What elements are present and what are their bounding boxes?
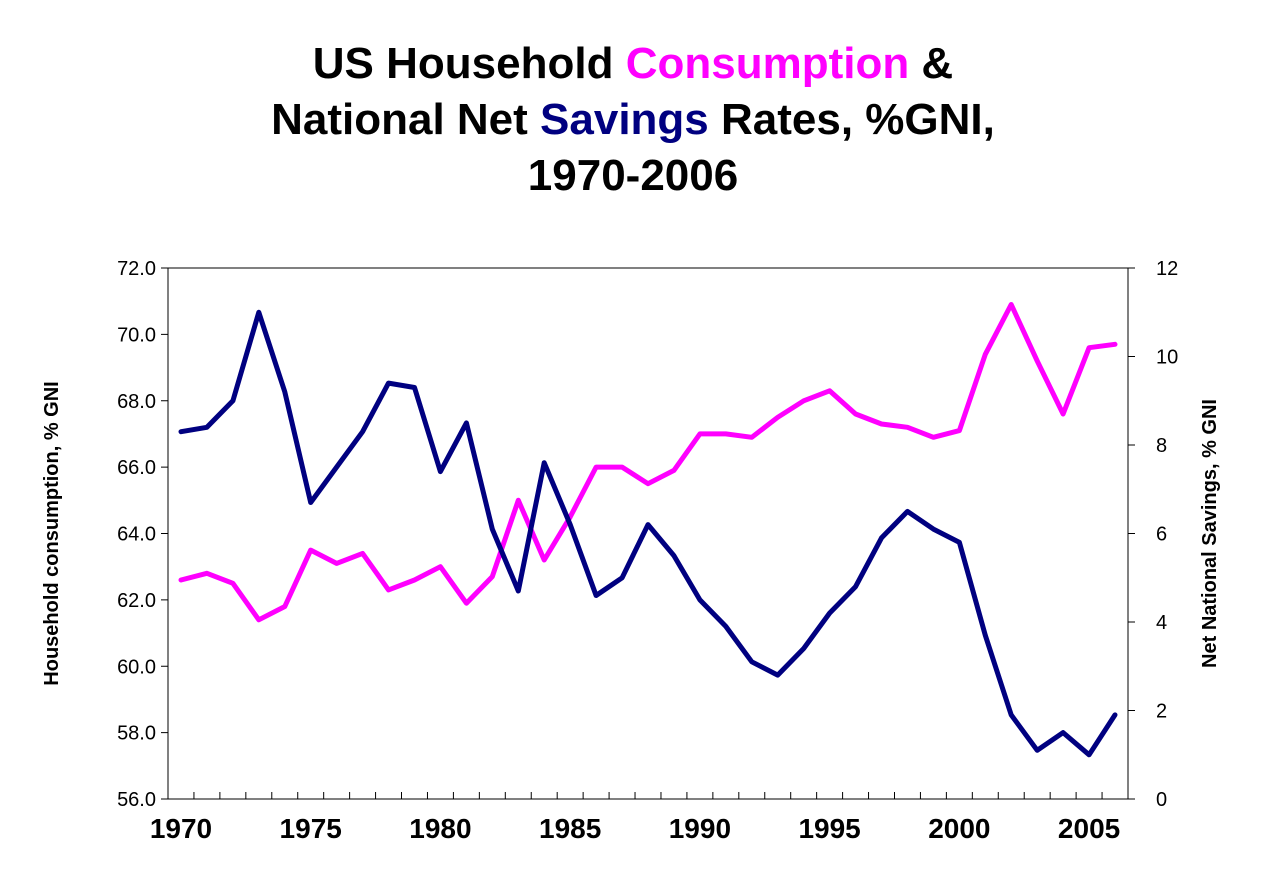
y-right-tick-label: 10 bbox=[1156, 347, 1178, 369]
y-right-axis-title: Net National Savings, % GNI bbox=[1199, 399, 1221, 668]
x-tick-label: 1990 bbox=[669, 813, 731, 844]
y-left-tick-label: 60.0 bbox=[117, 656, 156, 678]
chart-series bbox=[178, 302, 1118, 758]
title-part-5: Savings bbox=[540, 95, 709, 144]
y-left-tick-label: 66.0 bbox=[117, 457, 156, 479]
y-left-tick-label: 56.0 bbox=[117, 789, 156, 811]
title-part-1: Consumption bbox=[625, 39, 910, 88]
x-tick-label: 1980 bbox=[409, 813, 471, 844]
y-left-tick-label: 58.0 bbox=[117, 723, 156, 745]
y-right-tick-label: 0 bbox=[1156, 789, 1167, 811]
y-left-tick-label: 62.0 bbox=[117, 590, 156, 612]
title-part-6: Rates, %GNI, bbox=[708, 95, 995, 144]
title-part-8: 1970-2006 bbox=[527, 151, 739, 200]
y-right-tick-label: 8 bbox=[1156, 435, 1167, 457]
chart-labels: 56.0 58.0 60.0 62.0 64.0 66.0 68.0 70.0 72.0 0 2 4 6… bbox=[41, 258, 1221, 844]
y-left-tick-label: 70.0 bbox=[117, 324, 156, 346]
title-part-2: & bbox=[909, 39, 954, 88]
y-right-tick-label: 12 bbox=[1156, 258, 1178, 280]
y-left-tick-label: 64.0 bbox=[117, 524, 156, 546]
x-tick-label: 2005 bbox=[1058, 813, 1120, 844]
y-left-tick-label: 72.0 bbox=[117, 258, 156, 280]
plot-frame bbox=[167, 267, 1129, 800]
y-left-tick-label: 68.0 bbox=[117, 391, 156, 413]
x-tick-label: 1970 bbox=[150, 813, 212, 844]
chart-title: US Household Consumption & National Net S… bbox=[0, 36, 1266, 204]
title-part-4: National Net bbox=[271, 95, 541, 144]
x-tick-label: 1985 bbox=[539, 813, 601, 844]
x-tick-label: 2000 bbox=[928, 813, 990, 844]
y-right-tick-label: 4 bbox=[1156, 612, 1167, 634]
y-left-axis-title: Household consumption, % GNI bbox=[41, 381, 63, 685]
x-tick-label: 1975 bbox=[280, 813, 342, 844]
title-part-0: US Household bbox=[312, 39, 626, 88]
chart-axes bbox=[161, 267, 1135, 800]
x-tick-label: 1995 bbox=[798, 813, 860, 844]
y-right-tick-label: 6 bbox=[1156, 524, 1167, 546]
y-right-tick-label: 2 bbox=[1156, 701, 1167, 723]
consumption-series-line bbox=[178, 302, 1118, 623]
